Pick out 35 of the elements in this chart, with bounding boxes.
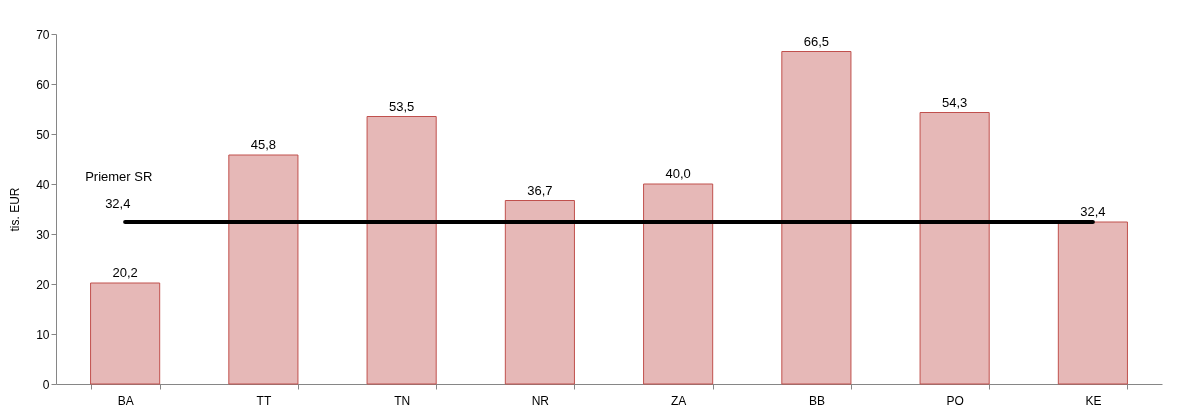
y-axis-title: tis. EUR [8, 187, 23, 232]
x-tick-label: BB [808, 393, 825, 408]
bar [643, 183, 714, 385]
y-tick-label: 0 [42, 377, 50, 392]
bar [919, 112, 990, 385]
y-tick-label: 50 [36, 127, 50, 142]
y-tick-label: 70 [36, 27, 50, 42]
data-label: 20,2 [112, 265, 138, 280]
bar [90, 282, 161, 385]
ref-line-label: Priemer SR [85, 169, 153, 184]
y-tick-label: 20 [36, 277, 50, 292]
data-label: 53,5 [388, 98, 415, 114]
y-tick-label: 30 [36, 227, 50, 242]
data-label: 40,0 [665, 166, 691, 181]
x-tick-label: NR [531, 393, 550, 408]
bar [504, 200, 575, 385]
y-tick-label: 60 [36, 77, 50, 92]
bar [228, 154, 299, 385]
data-label: 32,4 [1080, 204, 1106, 219]
annotation: 32,4 [105, 196, 131, 211]
x-tick-label: TN [394, 393, 411, 408]
data-label: 54,3 [941, 94, 968, 110]
data-label: 36,7 [527, 182, 553, 198]
bar [781, 51, 852, 385]
data-label: 66,5 [803, 33, 830, 49]
y-tick-label: 10 [36, 327, 50, 342]
bar [1057, 221, 1128, 385]
x-tick-label: PO [946, 393, 964, 408]
data-label: 45,8 [250, 137, 277, 152]
x-tick-label: KE [1085, 393, 1102, 408]
bar [366, 116, 437, 385]
y-tick-label: 40 [36, 177, 50, 192]
x-tick-label: TT [256, 393, 272, 408]
x-tick-label: BA [117, 393, 134, 408]
x-tick-label: ZA [670, 393, 687, 408]
